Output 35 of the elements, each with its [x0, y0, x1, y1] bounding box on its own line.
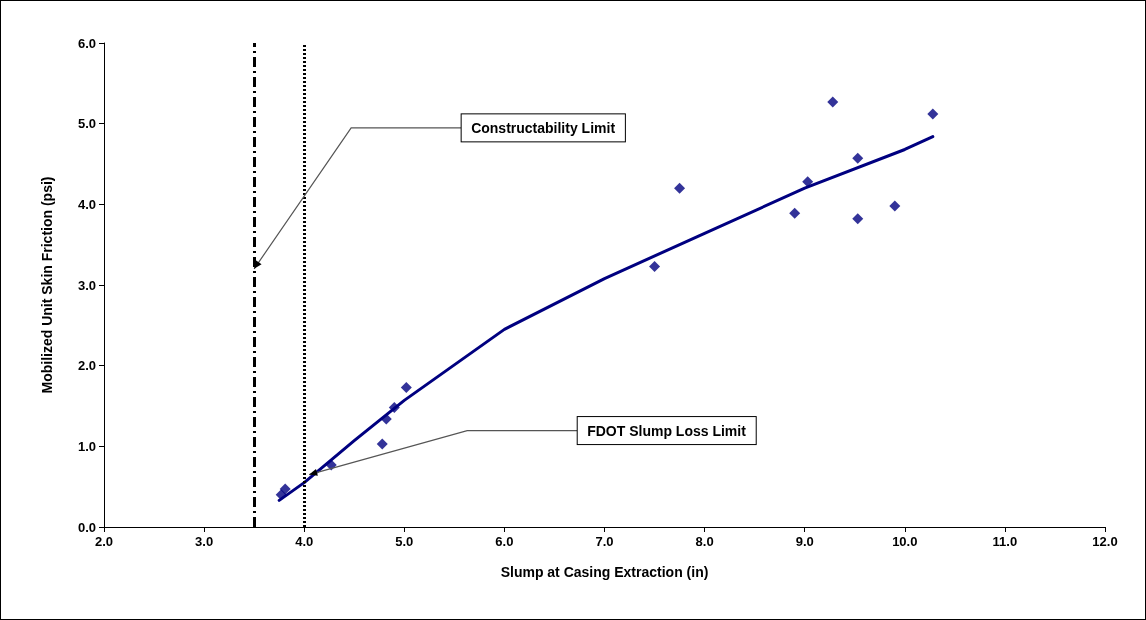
- y-tick-label: 1.0: [77, 438, 96, 454]
- point: [388, 402, 400, 414]
- point: [927, 108, 939, 120]
- point: [789, 207, 801, 219]
- point: [674, 182, 686, 194]
- point: [400, 381, 412, 393]
- annotation: FDOT Slump Loss Limit: [587, 422, 747, 439]
- x-tick-label: 2.0: [94, 534, 114, 549]
- x-tick-label: 3.0: [195, 534, 214, 549]
- y-axis-title: Mobilized Unit Skin Friction (psi): [39, 176, 55, 394]
- x-tick-label: 4.0: [295, 534, 314, 549]
- x-tick-label: 7.0: [595, 534, 614, 549]
- point: [852, 213, 864, 225]
- point: [376, 438, 388, 450]
- y-tick-label: 4.0: [77, 196, 96, 212]
- point: [827, 96, 839, 108]
- point: [279, 483, 291, 495]
- point: [889, 200, 901, 212]
- y-tick-label: 5.0: [77, 116, 96, 132]
- y-tick-label: 3.0: [77, 277, 96, 293]
- y-tick-label: 6.0: [77, 35, 96, 51]
- y-tick-label: 0.0: [77, 519, 96, 535]
- x-tick-label: 6.0: [495, 534, 514, 549]
- annotation: Constructability Limit: [471, 119, 616, 136]
- x-axis-title: Slump at Casing Extraction (in): [500, 564, 709, 580]
- point: [649, 260, 661, 272]
- x-tick-label: 9.0: [795, 534, 814, 549]
- x-tick-label: 11.0: [992, 534, 1018, 549]
- x-tick-label: 12.0: [1092, 534, 1118, 549]
- x-tick-label: 8.0: [695, 534, 714, 549]
- line-series: [277, 135, 935, 502]
- x-tick-label: 10.0: [892, 534, 918, 549]
- x-tick-label: 5.0: [395, 534, 414, 549]
- y-tick-label: 2.0: [77, 358, 96, 374]
- point: [852, 152, 864, 164]
